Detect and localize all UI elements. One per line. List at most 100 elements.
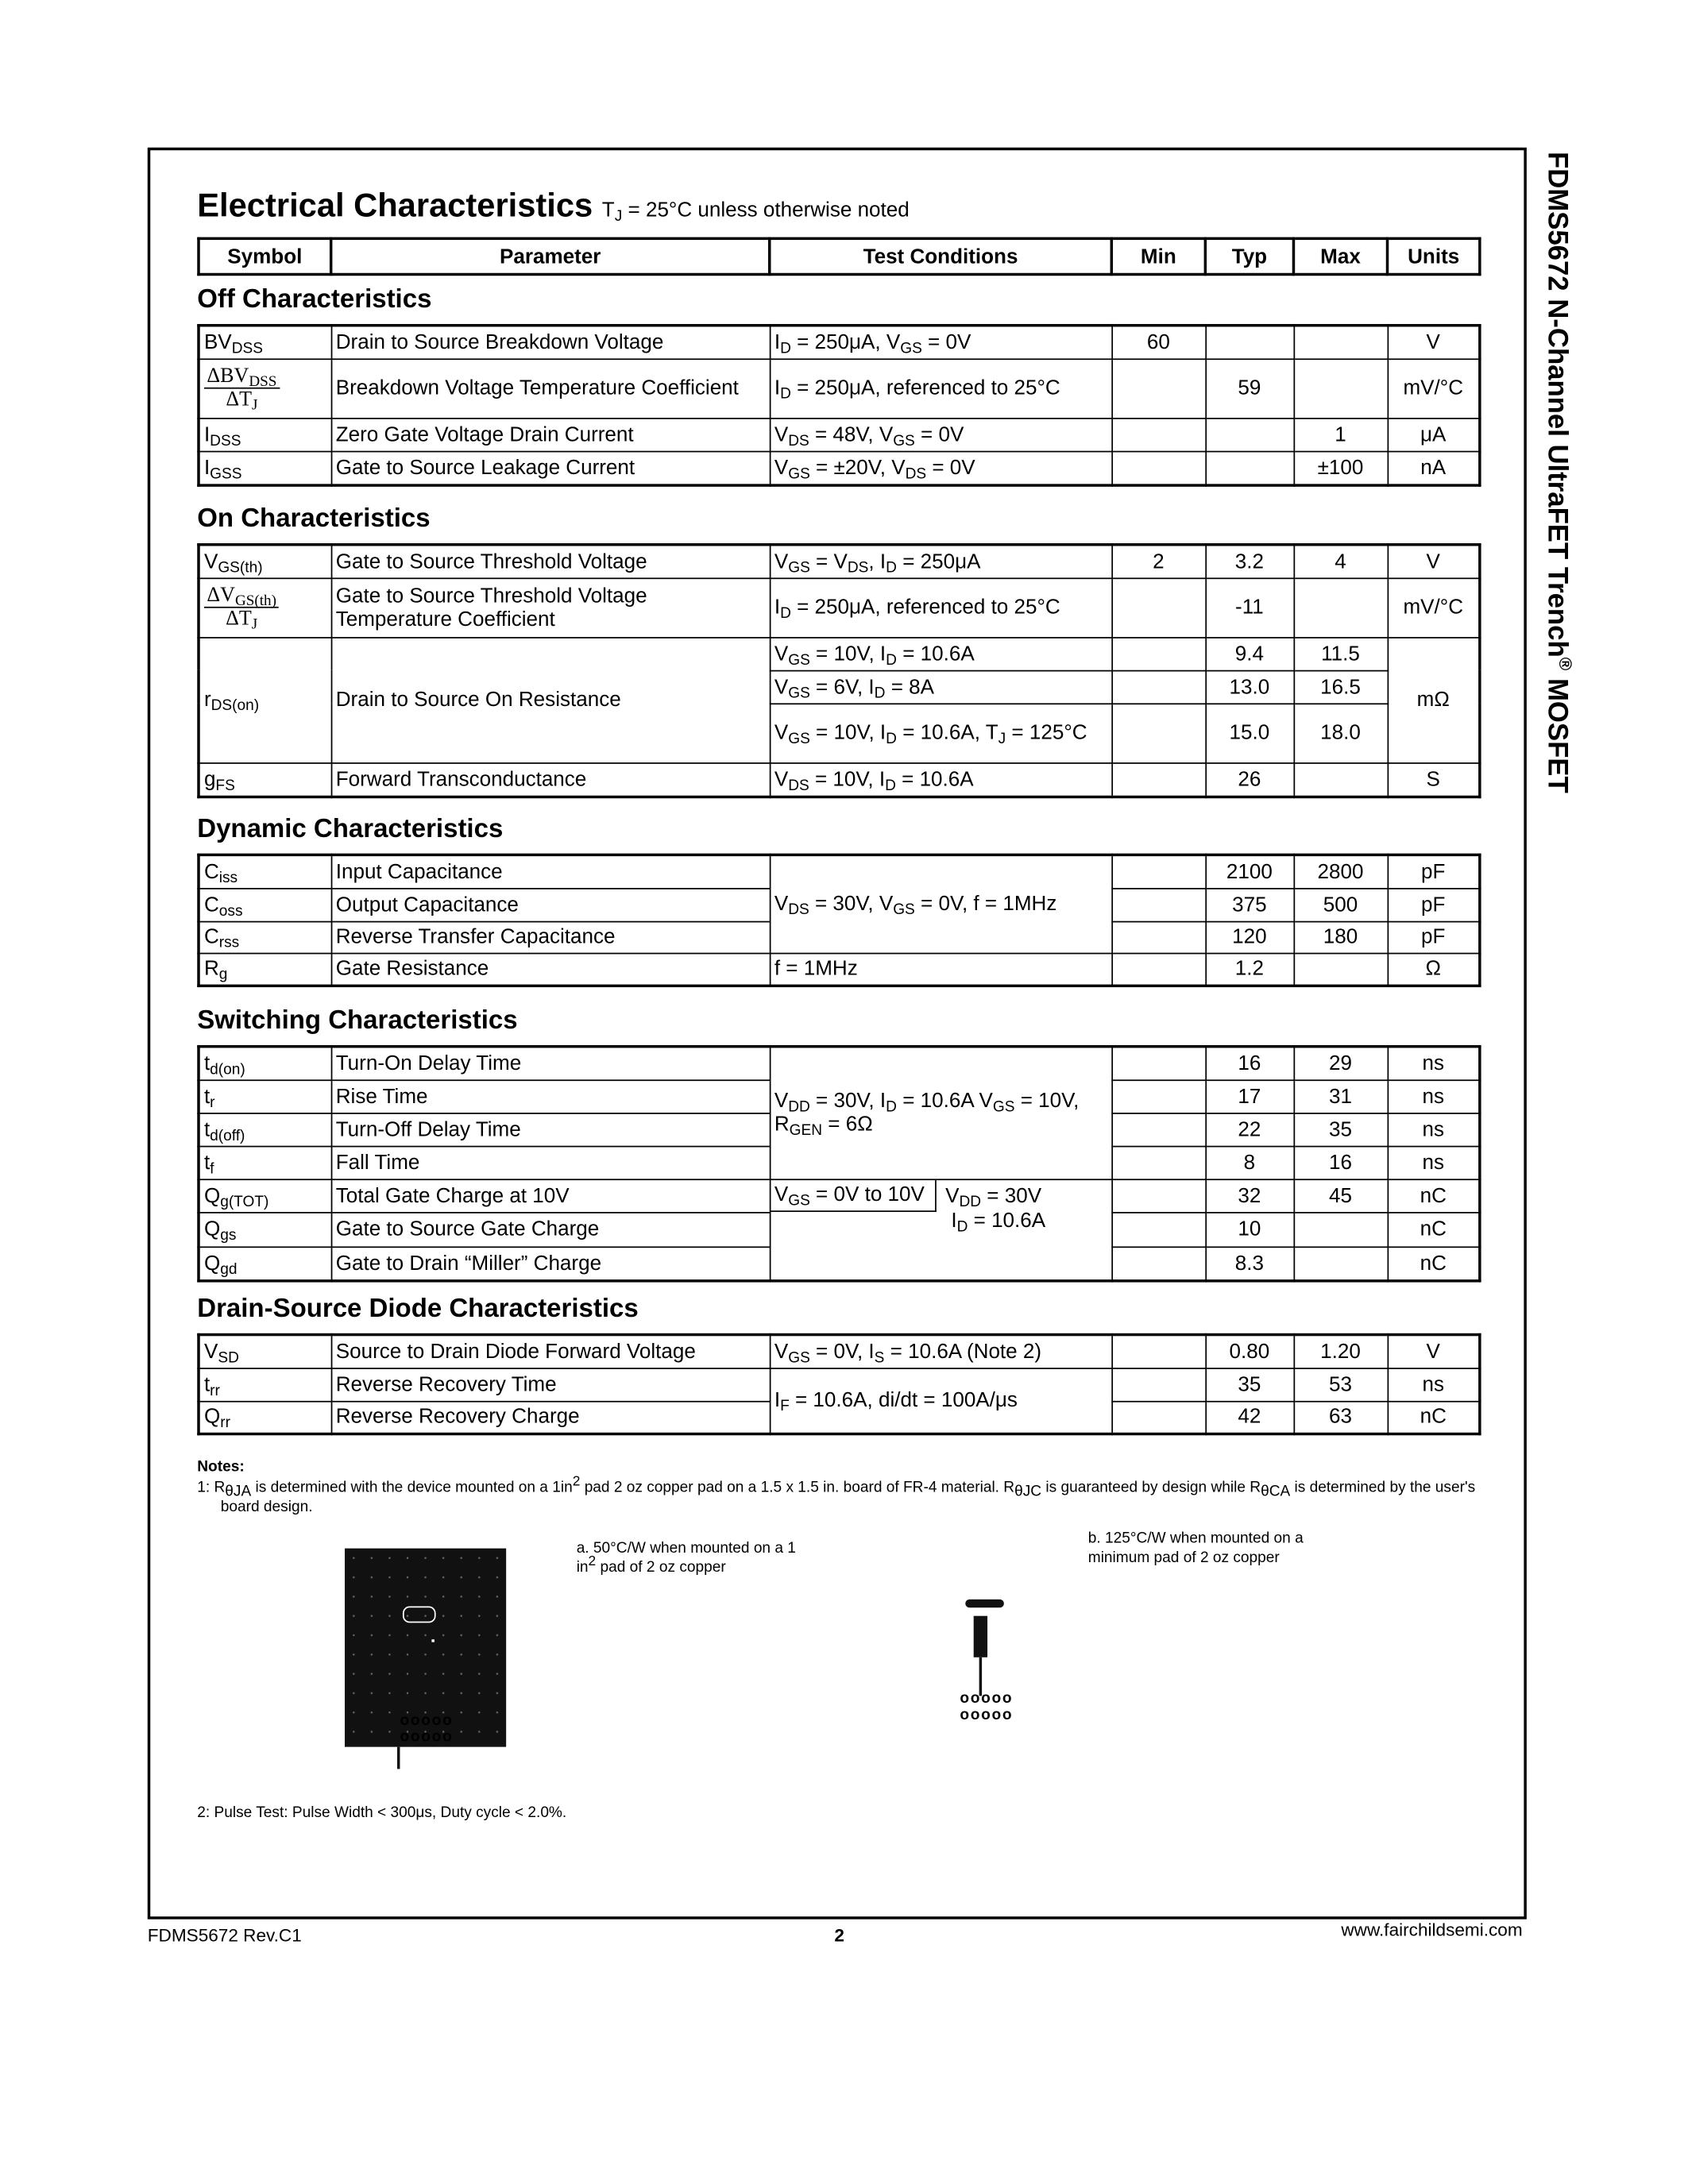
min-cell: [1111, 887, 1207, 922]
symbol-cell: Qrr: [198, 1400, 332, 1434]
parameter-cell: Zero Gate Voltage Drain Current: [330, 417, 771, 452]
column-header: Typ: [1203, 237, 1296, 276]
typ-cell: 35: [1204, 1367, 1295, 1402]
parameter-cell: Source to Drain Diode Forward Voltage: [330, 1333, 771, 1369]
min-cell: [1111, 1078, 1207, 1113]
parameter-cell: Drain to Source On Resistance: [330, 636, 771, 763]
symbol-cell: Crss: [198, 920, 332, 954]
figure-b-pad: [965, 1599, 1004, 1608]
min-cell: 2: [1111, 543, 1207, 579]
units-cell: nC: [1386, 1245, 1481, 1281]
notes-heading: Notes:: [197, 1458, 245, 1476]
symbol-cell: trr: [198, 1367, 332, 1402]
section-title: On Characteristics: [197, 504, 431, 534]
symbol-cell: ΔVGS(th) ΔTJ: [198, 577, 332, 638]
typ-cell: [1204, 324, 1295, 360]
max-cell: 16: [1292, 1144, 1389, 1180]
section-table: Ciss Input Capacitance VDS = 30V, VGS = 0V…: [197, 853, 1481, 988]
max-cell: 63: [1292, 1400, 1389, 1434]
symbol-cell: td(off): [198, 1112, 332, 1147]
units-cell: V: [1386, 543, 1481, 579]
typ-cell: 10: [1204, 1212, 1295, 1248]
figure-a-trace: [396, 1746, 400, 1769]
units-cell: mV/°C: [1386, 577, 1481, 638]
symbol-cell: Coss: [198, 887, 332, 922]
parameter-cell: Rise Time: [330, 1078, 771, 1113]
typ-cell: 17: [1204, 1078, 1295, 1113]
parameter-cell: Turn-Off Delay Time: [330, 1112, 771, 1147]
units-cell: mΩ: [1386, 636, 1481, 763]
units-cell: nA: [1386, 450, 1481, 486]
parameter-cell: Reverse Transfer Capacitance: [330, 920, 771, 954]
section-title: Dynamic Characteristics: [197, 815, 504, 844]
typ-cell: 8.3: [1204, 1245, 1295, 1281]
units-cell: ns: [1386, 1045, 1481, 1081]
parameter-cell: Reverse Recovery Charge: [330, 1400, 771, 1434]
table-row: VSD Source to Drain Diode Forward Voltage…: [198, 1333, 1481, 1369]
min-cell: [1111, 636, 1207, 671]
min-cell: [1111, 702, 1207, 763]
figure-b-caption: b. 125°C/W when mounted on a minimum pad…: [1087, 1530, 1304, 1567]
footer-website[interactable]: www.fairchildsemi.com: [1341, 1919, 1523, 1940]
parameter-cell: Drain to Source Breakdown Voltage: [330, 324, 771, 360]
figure-b-vias: ooooo ooooo: [960, 1690, 1014, 1724]
test-condition-cell: VGS = 10V, ID = 10.6A, TJ = 125°C: [768, 702, 1113, 763]
min-cell: [1111, 1045, 1207, 1081]
table-row: BVDSS Drain to Source Breakdown Voltage ID…: [198, 324, 1481, 360]
min-cell: [1111, 1112, 1207, 1147]
max-cell: [1292, 951, 1389, 987]
typ-cell: [1204, 450, 1295, 486]
max-cell: 35: [1292, 1112, 1389, 1147]
max-cell: 2800: [1292, 854, 1389, 889]
max-cell: ±100: [1292, 450, 1389, 486]
parameter-cell: Gate to Drain “Miller” Charge: [330, 1245, 771, 1281]
test-condition-cell: ID = 250μA, VGS = 0V: [768, 324, 1113, 360]
figure-a-caption: a. 50°C/W when mounted on a 1 in2 pad of…: [576, 1540, 796, 1576]
typ-cell: 375: [1204, 887, 1295, 922]
test-condition-cell: VDD = 30V, ID = 10.6A VGS = 10V, RGEN = …: [768, 1045, 1113, 1180]
typ-cell: 26: [1204, 762, 1295, 798]
max-cell: 31: [1292, 1078, 1389, 1113]
units-cell: pF: [1386, 887, 1481, 922]
units-cell: mV/°C: [1386, 357, 1481, 419]
parameter-cell: Turn-On Delay Time: [330, 1045, 771, 1081]
typ-cell: 15.0: [1204, 702, 1295, 763]
max-cell: 1: [1292, 417, 1389, 452]
typ-cell: 32: [1204, 1178, 1295, 1214]
min-cell: [1111, 1245, 1207, 1281]
symbol-cell: VGS(th): [198, 543, 332, 579]
units-cell: ns: [1386, 1144, 1481, 1180]
max-cell: [1292, 577, 1389, 638]
test-condition-cell: ID = 250μA, referenced to 25°C: [768, 357, 1113, 419]
parameter-cell: Gate to Source Threshold Voltage: [330, 543, 771, 579]
typ-cell: 2100: [1204, 854, 1295, 889]
symbol-cell: VSD: [198, 1333, 332, 1369]
note-1: 1: RθJA is determined with the device mo…: [197, 1474, 1476, 1515]
test-condition-cell: VGS = ±20V, VDS = 0V: [768, 450, 1113, 486]
symbol-cell: Qgd: [198, 1245, 332, 1281]
section-table: VGS(th) Gate to Source Threshold Voltage V…: [197, 543, 1481, 799]
max-cell: [1292, 1245, 1389, 1281]
min-cell: [1111, 669, 1207, 704]
registered-mark: ®: [1555, 657, 1576, 671]
column-header: Test Conditions: [768, 237, 1114, 276]
max-cell: 18.0: [1292, 702, 1389, 763]
min-cell: [1111, 450, 1207, 486]
table-row: td(off) Turn-Off Delay Time 22 35 ns: [198, 1112, 1481, 1147]
page-title: Electrical Characteristics TJ = 25°C unl…: [197, 187, 910, 226]
min-cell: [1111, 1367, 1207, 1402]
symbol-cell: Ciss: [198, 854, 332, 889]
parameter-cell: Gate to Source Leakage Current: [330, 450, 771, 486]
min-cell: [1111, 1400, 1207, 1434]
units-cell: ns: [1386, 1078, 1481, 1113]
test-condition-cell: VGS = 0V to 10V VDD = 30V ID = 10.6A: [768, 1178, 1113, 1281]
units-cell: S: [1386, 762, 1481, 798]
table-row: trr Reverse Recovery Time IF = 10.6A, di/d…: [198, 1367, 1481, 1434]
page-frame: [147, 147, 1527, 1920]
column-header: Units: [1385, 237, 1481, 276]
min-cell: [1111, 1144, 1207, 1180]
test-condition-cell: VDS = 10V, ID = 10.6A: [768, 762, 1113, 798]
typ-cell: 9.4: [1204, 636, 1295, 671]
typ-cell: 22: [1204, 1112, 1295, 1147]
column-header: Symbol: [197, 237, 333, 276]
